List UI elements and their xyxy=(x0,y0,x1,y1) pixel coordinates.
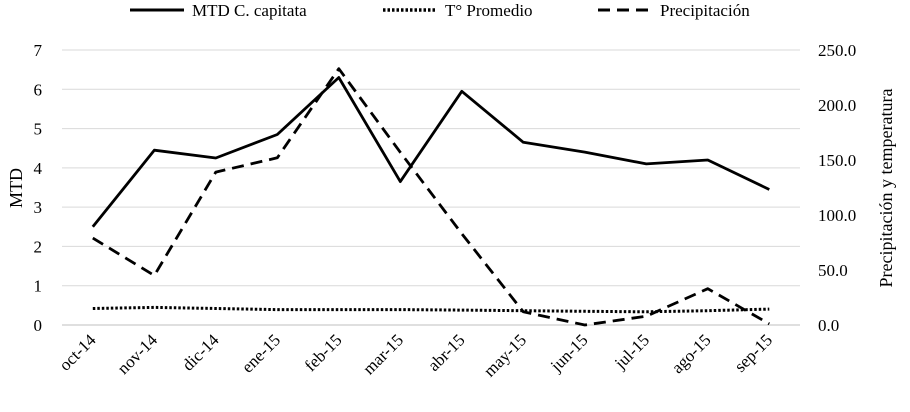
series-line xyxy=(92,67,770,327)
legend-label: Precipitación xyxy=(660,1,750,20)
x-tick-label: oct-14 xyxy=(55,330,99,374)
y2-tick-label: 150.0 xyxy=(818,151,856,170)
y-tick-label: 0 xyxy=(34,316,43,335)
y2-axis-title: Precipitación y temperatura xyxy=(876,89,896,288)
x-tick-label: nov-14 xyxy=(114,330,162,378)
x-tick-label: may-15 xyxy=(480,330,530,380)
x-tick-label: ago-15 xyxy=(668,330,715,377)
y-tick-label: 2 xyxy=(34,237,43,256)
y-tick-label: 4 xyxy=(34,159,43,178)
gridlines xyxy=(62,49,800,326)
y2-tick-label: 100.0 xyxy=(818,206,856,225)
legend: MTD C. capitata T° Promedio Precipitación xyxy=(130,1,750,20)
x-axis-ticks: oct-14 nov-14 dic-14 ene-15 feb-15 mar-15 abr-… xyxy=(55,330,776,381)
x-tick-label: jul-15 xyxy=(610,330,653,373)
series-line xyxy=(92,305,770,314)
y2-tick-label: 200.0 xyxy=(818,96,856,115)
y-tick-label: 5 xyxy=(34,120,43,139)
left-axis-ticks: 0 1 2 3 4 5 6 7 xyxy=(34,41,43,335)
y2-tick-label: 0.0 xyxy=(818,316,839,335)
y-tick-label: 7 xyxy=(34,41,43,60)
right-axis-ticks: 0.0 50.0 100.0 150.0 200.0 250.0 xyxy=(818,41,856,335)
y-tick-label: 6 xyxy=(34,80,43,99)
y2-tick-label: 250.0 xyxy=(818,41,856,60)
y2-tick-label: 50.0 xyxy=(818,261,848,280)
x-tick-label: dic-14 xyxy=(178,330,222,374)
x-tick-label: ene-15 xyxy=(238,330,284,376)
legend-label: MTD C. capitata xyxy=(192,1,307,20)
y-axis-title: MTD xyxy=(6,168,26,208)
series-line xyxy=(91,76,770,228)
y-tick-label: 1 xyxy=(34,277,43,296)
series-lines xyxy=(91,67,770,327)
x-tick-label: jun-15 xyxy=(546,330,592,376)
x-tick-label: sep-15 xyxy=(731,330,776,375)
legend-label: T° Promedio xyxy=(445,1,533,20)
y-tick-label: 3 xyxy=(34,198,43,217)
x-tick-label: mar-15 xyxy=(359,330,407,378)
x-tick-label: abr-15 xyxy=(424,330,469,375)
x-tick-label: feb-15 xyxy=(301,330,346,375)
